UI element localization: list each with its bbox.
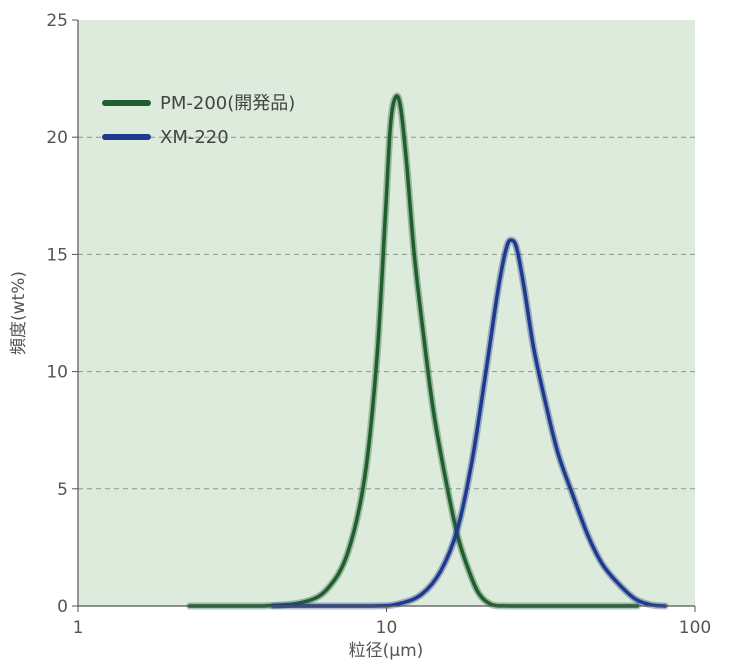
series-line-pm-200: [187, 94, 640, 608]
x-axis-label: 粒径(μm): [349, 641, 424, 661]
tick-labels: 0 5 10 15 20 25 1 10 100: [46, 11, 711, 638]
x-tick-label-1: 1: [73, 618, 84, 638]
series-line-xm-220: [271, 238, 667, 608]
y-tick-label-0: 0: [57, 597, 68, 617]
legend: PM-200(開発品) XM-220: [102, 93, 295, 148]
series-layer: [186, 92, 669, 610]
y-tick-label-5: 5: [57, 480, 68, 500]
grid-lines: [78, 136, 695, 490]
plot-area: [78, 20, 695, 606]
y-tick-label-20: 20: [46, 128, 68, 148]
y-tick-label-15: 15: [46, 245, 68, 265]
y-tick-label-25: 25: [46, 11, 68, 31]
legend-label-pm-200: PM-200(開発品): [160, 93, 295, 114]
y-tick-label-10: 10: [46, 363, 68, 383]
x-tick-label-100: 100: [679, 618, 711, 638]
y-axis-label: 頻度(wt%): [9, 271, 29, 355]
axes: [72, 19, 696, 612]
legend-label-xm-220: XM-220: [160, 127, 229, 148]
x-tick-label-10: 10: [376, 618, 398, 638]
